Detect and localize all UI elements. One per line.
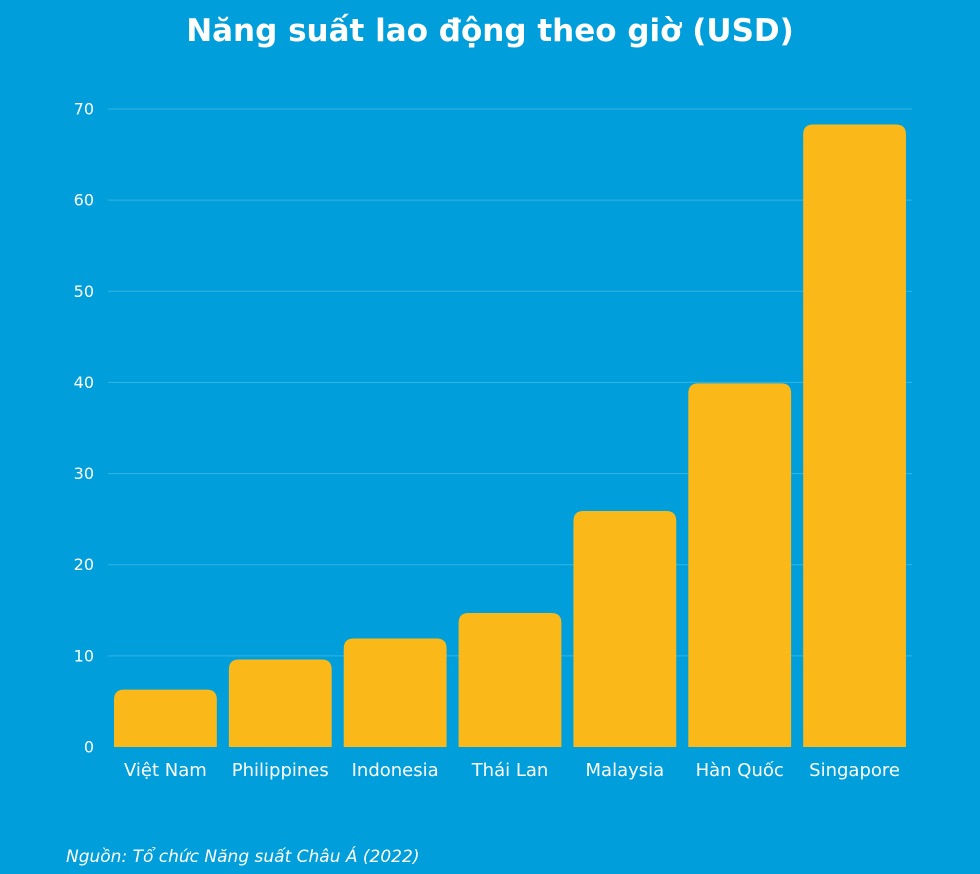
bar [458, 613, 562, 747]
bar-series [114, 124, 906, 748]
bar [688, 383, 792, 747]
x-tick-label: Thái Lan [471, 760, 549, 781]
x-axis: Việt Nam Philippines Indonesia Thái Lan Mala… [124, 760, 900, 781]
y-tick-label: 70 [74, 100, 94, 119]
y-tick-label: 10 [74, 646, 94, 665]
x-tick-label: Indonesia [352, 760, 439, 781]
y-tick-label: 40 [74, 373, 94, 392]
y-tick-label: 0 [84, 738, 94, 757]
grid-layer [108, 108, 912, 657]
x-tick-label: Singapore [809, 760, 900, 781]
y-tick-label: 30 [74, 464, 94, 483]
chart-title: Năng suất lao động theo giờ (USD) [186, 13, 794, 49]
bar [803, 124, 906, 748]
y-tick-label: 50 [74, 282, 94, 301]
source-note: Nguồn: Tổ chức Năng suất Châu Á (2022) [66, 847, 420, 867]
x-tick-label: Hàn Quốc [696, 760, 784, 781]
y-tick-label: 20 [74, 555, 94, 574]
bar [343, 638, 447, 747]
x-tick-label: Malaysia [586, 760, 665, 781]
y-axis: 0 10 20 30 40 50 60 70 [74, 100, 94, 757]
x-tick-label: Philippines [232, 760, 329, 781]
y-tick-label: 60 [74, 191, 94, 210]
bar [228, 659, 332, 747]
x-tick-label: Việt Nam [124, 760, 207, 781]
bar [114, 689, 217, 747]
bar [573, 510, 677, 747]
